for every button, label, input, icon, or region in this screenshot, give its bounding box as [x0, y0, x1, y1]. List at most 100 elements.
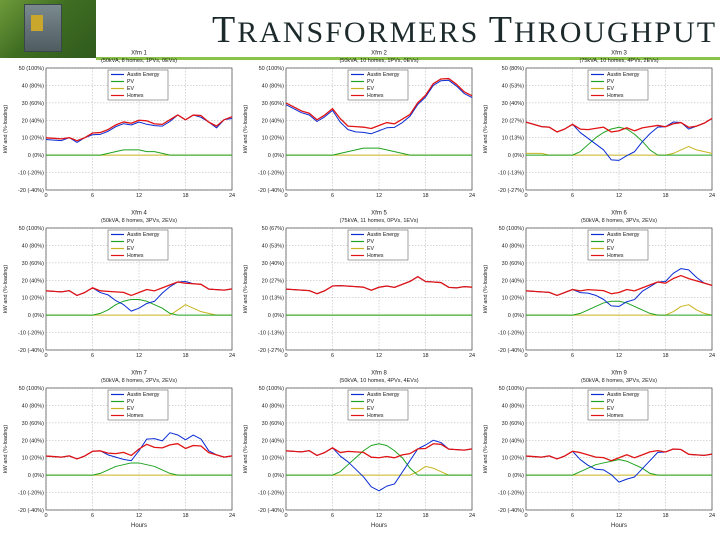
chart-title: Xfm 8 — [371, 371, 387, 377]
y-tick-label: -10 (-13%) — [258, 331, 284, 337]
y-tick-label: -10 (-20%) — [498, 491, 524, 497]
y-tick-label: -10 (-20%) — [18, 491, 44, 497]
series-line-pv — [286, 443, 472, 476]
legend-label: PV — [607, 239, 614, 245]
series-line-pv — [46, 462, 232, 476]
legend-label: EV — [127, 86, 134, 92]
y-tick-label: 40 (80%) — [22, 83, 44, 89]
x-tick-label: 18 — [662, 353, 668, 359]
chart-title: Xfm 3 — [611, 51, 627, 57]
x-tick-label: 12 — [136, 513, 142, 519]
y-tick-label: -10 (-20%) — [18, 171, 44, 177]
y-tick-label: 30 (60%) — [262, 421, 284, 427]
y-tick-label: 20 (40%) — [262, 438, 284, 444]
legend-label: Homes — [607, 253, 624, 259]
series-line-homes — [45, 281, 233, 297]
legend-label: Homes — [367, 93, 384, 99]
y-tick-label: 50 (67%) — [262, 226, 284, 232]
series-line-homes — [525, 274, 713, 297]
y-tick-label: 40 (80%) — [502, 243, 524, 249]
x-tick-label: 0 — [284, 353, 287, 359]
x-tick-label: 6 — [91, 513, 94, 519]
y-tick-label: 20 (40%) — [22, 438, 44, 444]
y-tick-label: 10 (20%) — [502, 456, 524, 462]
x-tick-label: 18 — [182, 513, 188, 519]
x-axis-label: Hours — [371, 523, 387, 528]
y-tick-label: -20 (-27%) — [258, 348, 284, 354]
y-tick-label: 10 (20%) — [502, 296, 524, 302]
x-tick-label: 6 — [331, 513, 334, 519]
series-line-homes — [285, 276, 473, 295]
y-tick-label: 0 (0%) — [28, 153, 44, 159]
chart-subtitle: (50kVA, 8 homes, 1PVs, 0EVs) — [101, 58, 177, 64]
transformer-box — [24, 4, 62, 52]
y-tick-label: 50 (100%) — [499, 226, 525, 232]
chart-subtitle: (50kVA, 10 homes, 1PVs, 0EVs) — [339, 58, 418, 64]
x-tick-label: 12 — [616, 513, 622, 519]
x-tick-label: 6 — [571, 193, 574, 199]
chart-subtitle: (50kVA, 8 homes, 3PVs, 2EVs) — [101, 218, 177, 224]
chart-svg: Xfm 8(50kVA, 10 homes, 4PVs, 4EVs) 50 (10… — [243, 371, 475, 529]
title-rest-1: RANSFORMERS — [237, 16, 489, 49]
legend-label: Austin Energy — [367, 392, 400, 398]
y-tick-label: 10 (20%) — [262, 136, 284, 142]
series-line-homes — [45, 443, 233, 460]
chart-svg: Xfm 4(50kVA, 8 homes, 3PVs, 2EVs) 50 (100… — [3, 211, 235, 360]
y-tick-label: 50 (100%) — [259, 386, 285, 392]
y-tick-label: 20 (40%) — [502, 438, 524, 444]
y-axis-label: kW and (%-loading) — [243, 265, 249, 313]
legend-label: Homes — [127, 413, 144, 419]
chart-svg: Xfm 2(50kVA, 10 homes, 1PVs, 0EVs) 50 (10… — [243, 51, 475, 200]
legend-label: Austin Energy — [607, 392, 640, 398]
x-tick-label: 18 — [662, 513, 668, 519]
y-tick-label: 10 (20%) — [22, 456, 44, 462]
y-tick-label: 10 (20%) — [262, 456, 284, 462]
series-line-homes — [285, 443, 473, 459]
chart-title: Xfm 6 — [611, 211, 627, 217]
y-tick-label: 50 (100%) — [19, 386, 45, 392]
series-line-pv — [526, 126, 712, 156]
legend-label: EV — [607, 246, 614, 252]
legend-label: Austin Energy — [127, 392, 160, 398]
legend-label: Austin Energy — [367, 232, 400, 238]
y-tick-label: 30 (40%) — [262, 261, 284, 267]
legend-label: Homes — [607, 413, 624, 419]
legend-label: PV — [127, 79, 134, 85]
transformer-chart-1: Xfm 1 (50kVA, 8 homes, 1PVs, 0EVs) 50 (100… — [0, 48, 240, 208]
legend-label: EV — [367, 406, 374, 412]
x-tick-label: 24 — [469, 353, 475, 359]
series-line-pv — [526, 300, 712, 316]
title-initial-1: T — [212, 9, 238, 51]
series-line-pv — [286, 147, 472, 156]
legend-label: Austin Energy — [607, 232, 640, 238]
y-tick-label: -10 (-20%) — [18, 331, 44, 337]
chart-subtitle: (75kVA, 11 homes, 0PVs, 1EVs) — [340, 218, 419, 224]
x-tick-label: 0 — [284, 513, 287, 519]
chart-title: Xfm 1 — [131, 51, 147, 57]
y-tick-label: -20 (-40%) — [258, 188, 284, 194]
y-tick-label: 50 (100%) — [499, 386, 525, 392]
legend-label: PV — [367, 79, 374, 85]
legend-label: PV — [367, 239, 374, 245]
y-tick-label: 10 (13%) — [262, 296, 284, 302]
y-tick-label: 0 (0%) — [268, 473, 284, 479]
series-line-pv — [526, 458, 712, 476]
y-tick-label: 40 (53%) — [502, 83, 524, 89]
x-tick-label: 12 — [376, 193, 382, 199]
y-tick-label: 0 (0%) — [268, 153, 284, 159]
legend-label: Homes — [367, 253, 384, 259]
y-tick-label: 10 (13%) — [502, 136, 524, 142]
slide-title: TRANSFORMERS THROUGHPUT — [212, 8, 717, 52]
x-tick-label: 24 — [229, 193, 235, 199]
x-tick-label: 18 — [182, 353, 188, 359]
y-axis-label: kW and (%-loading) — [3, 265, 9, 313]
y-tick-label: 50 (100%) — [19, 66, 45, 72]
x-tick-label: 12 — [616, 353, 622, 359]
legend-label: Homes — [127, 93, 144, 99]
legend-label: EV — [127, 406, 134, 412]
y-tick-label: 20 (40%) — [22, 278, 44, 284]
x-tick-label: 24 — [709, 193, 715, 199]
legend-label: PV — [607, 399, 614, 405]
y-tick-label: 30 (60%) — [502, 261, 524, 267]
y-tick-label: 20 (27%) — [502, 118, 524, 124]
